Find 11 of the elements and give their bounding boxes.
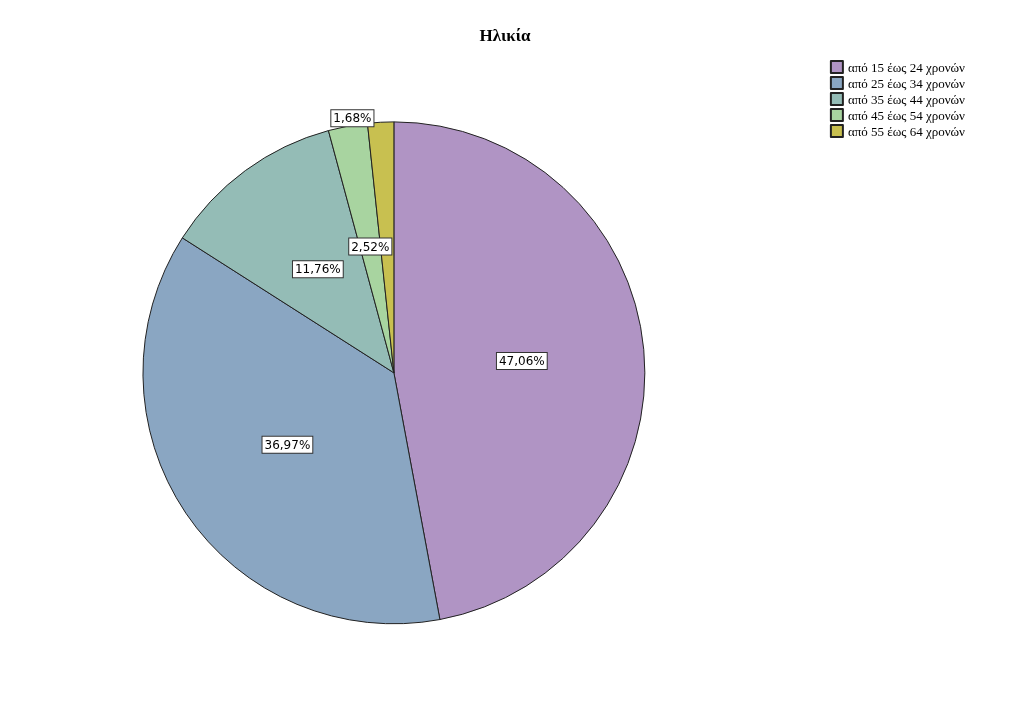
legend-label: από 15 έως 24 χρονών: [847, 59, 966, 75]
data-label: 1,68%: [333, 111, 372, 126]
legend-label: από 35 έως 44 χρονών: [847, 91, 966, 107]
legend-label: από 25 έως 34 χρονών: [847, 75, 966, 91]
legend-label: από 45 έως 54 χρονών: [847, 107, 966, 123]
data-label: 2,52%: [351, 239, 390, 254]
data-label: 11,76%: [294, 262, 341, 277]
data-label: 47,06%: [498, 354, 545, 369]
data-label: 36,97%: [264, 437, 311, 452]
legend-label: από 55 έως 64 χρονών: [847, 123, 966, 139]
chart-title: Ηλικία: [479, 26, 532, 45]
